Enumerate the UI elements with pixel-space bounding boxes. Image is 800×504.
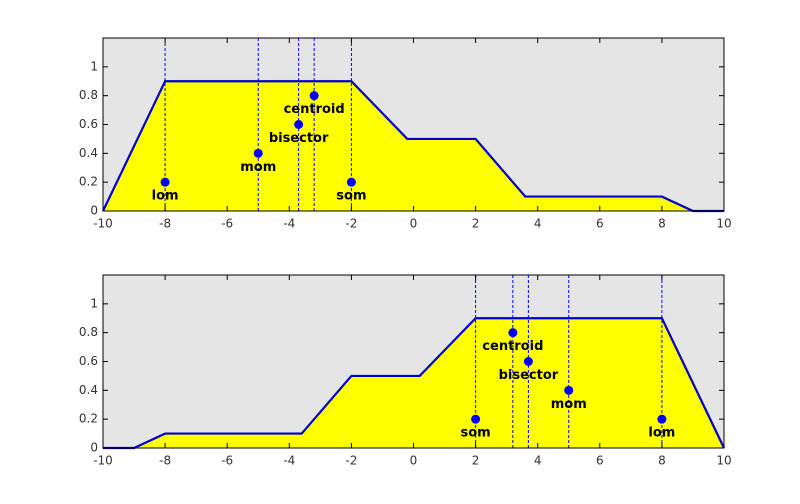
defuzz-point [657, 414, 667, 424]
x-tick-label: -10 [93, 454, 113, 468]
x-tick-label: 4 [534, 217, 542, 231]
area-edge [102, 80, 724, 213]
x-tick-label: 8 [658, 454, 666, 468]
defuzz-label: centroid [482, 339, 543, 354]
x-tick-label: 2 [472, 454, 480, 468]
y-tick-label: 1 [90, 296, 98, 310]
x-tick-label: -4 [283, 217, 295, 231]
x-tick-label: -2 [345, 217, 357, 231]
defuzz-label: centroid [284, 102, 345, 117]
y-tick-label: 0.8 [79, 88, 98, 102]
defuzz-label: som [336, 189, 366, 204]
defuzz-point [471, 414, 481, 424]
defuzz-point [564, 385, 574, 395]
defuzz-label: bisector [269, 131, 329, 146]
x-tick-label: -6 [221, 217, 233, 231]
y-tick-label: 0.2 [79, 412, 98, 426]
x-tick-label: -6 [221, 454, 233, 468]
x-tick-label: -2 [345, 454, 357, 468]
y-tick-label: 0.4 [79, 383, 98, 397]
x-tick-label: -8 [159, 217, 171, 231]
x-tick-label: 0 [410, 454, 418, 468]
defuzz-label: mom [551, 397, 587, 412]
x-tick-label: 8 [658, 217, 666, 231]
defuzz-point [346, 177, 356, 187]
y-tick-label: 0.2 [79, 175, 98, 189]
y-tick-label: 0.6 [79, 117, 98, 131]
x-tick-label: 6 [596, 454, 604, 468]
x-tick-label: -4 [283, 454, 295, 468]
y-tick-label: 1 [90, 59, 98, 73]
y-tick-label: 0.8 [79, 325, 98, 339]
defuzz-point [294, 120, 304, 129]
x-tick-label: 0 [410, 217, 418, 231]
defuzz-point [523, 357, 533, 366]
x-tick-label: -8 [159, 454, 171, 468]
defuzz-label: lom [152, 189, 179, 204]
x-tick-label: 2 [472, 217, 480, 231]
defuzz-label: som [460, 426, 490, 441]
defuzz-point [309, 91, 319, 101]
x-tick-label: -10 [93, 217, 113, 231]
x-tick-label: 4 [534, 454, 542, 468]
defuzz-point [160, 177, 170, 187]
x-tick-label: 6 [596, 217, 604, 231]
area-edge [103, 317, 725, 450]
y-tick-label: 0 [90, 204, 98, 218]
defuzz-label: mom [240, 160, 276, 175]
y-tick-label: 0.6 [79, 354, 98, 368]
x-tick-label: 10 [716, 454, 731, 468]
y-tick-label: 0 [90, 441, 98, 455]
defuzz-label: lom [648, 426, 675, 441]
defuzz-point [508, 328, 518, 338]
y-tick-label: 0.4 [79, 146, 98, 160]
defuzz-point [253, 148, 263, 158]
defuzz-label: bisector [499, 368, 559, 383]
x-tick-label: 10 [716, 217, 731, 231]
